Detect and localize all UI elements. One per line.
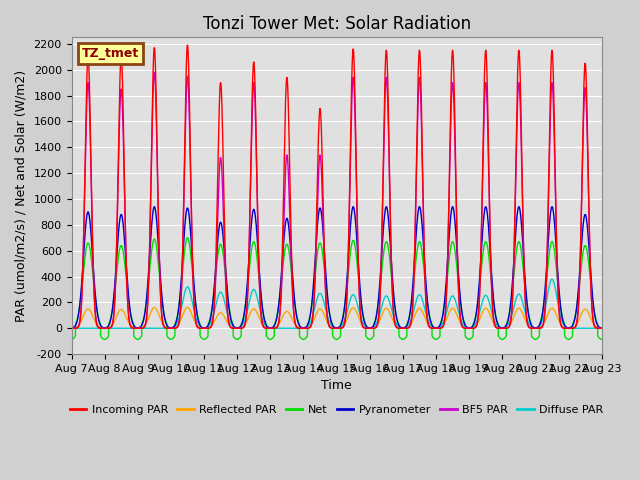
Net xyxy=(68,336,76,342)
Legend: Incoming PAR, Reflected PAR, Net, Pyranometer, BF5 PAR, Diffuse PAR: Incoming PAR, Reflected PAR, Net, Pyrano… xyxy=(65,401,608,420)
Reflected PAR xyxy=(184,304,191,310)
Pyranometer xyxy=(598,325,605,331)
BF5 PAR xyxy=(522,303,529,309)
Net xyxy=(184,235,191,240)
Incoming PAR xyxy=(68,325,76,331)
Pyranometer xyxy=(482,204,490,210)
Reflected PAR xyxy=(200,325,208,331)
Title: Tonzi Tower Met: Solar Radiation: Tonzi Tower Met: Solar Radiation xyxy=(202,15,470,33)
Pyranometer xyxy=(508,285,516,290)
Reflected PAR xyxy=(508,318,516,324)
BF5 PAR xyxy=(508,303,516,309)
Y-axis label: PAR (umol/m2/s) / Net and Solar (W/m2): PAR (umol/m2/s) / Net and Solar (W/m2) xyxy=(15,70,28,322)
Incoming PAR xyxy=(598,325,605,331)
Incoming PAR xyxy=(184,42,191,48)
Diffuse PAR xyxy=(385,296,392,301)
Net xyxy=(356,292,364,298)
Diffuse PAR xyxy=(508,312,516,318)
Incoming PAR xyxy=(522,306,529,312)
Incoming PAR xyxy=(356,309,364,315)
Net xyxy=(482,239,490,245)
Incoming PAR xyxy=(385,122,392,128)
Reflected PAR xyxy=(482,305,490,311)
Reflected PAR xyxy=(385,308,392,313)
Incoming PAR xyxy=(177,289,185,295)
Pyranometer xyxy=(150,204,158,210)
Line: Pyranometer: Pyranometer xyxy=(72,207,602,328)
BF5 PAR xyxy=(150,70,158,75)
Net xyxy=(101,336,109,342)
Reflected PAR xyxy=(177,316,185,322)
Incoming PAR xyxy=(508,306,516,312)
Diffuse PAR xyxy=(68,325,76,331)
Reflected PAR xyxy=(68,325,76,331)
Net xyxy=(522,290,529,296)
BF5 PAR xyxy=(598,325,605,331)
BF5 PAR xyxy=(68,325,76,331)
Diffuse PAR xyxy=(598,325,605,331)
Reflected PAR xyxy=(598,325,605,331)
Diffuse PAR xyxy=(177,305,185,311)
X-axis label: Time: Time xyxy=(321,379,352,392)
Line: Net: Net xyxy=(72,238,602,339)
Line: Reflected PAR: Reflected PAR xyxy=(72,307,602,328)
Text: TZ_tmet: TZ_tmet xyxy=(82,47,140,60)
Diffuse PAR xyxy=(548,276,556,282)
Net xyxy=(508,290,516,296)
Line: Incoming PAR: Incoming PAR xyxy=(72,45,602,328)
Diffuse PAR xyxy=(356,312,364,318)
Reflected PAR xyxy=(356,318,364,324)
BF5 PAR xyxy=(482,81,490,86)
BF5 PAR xyxy=(178,284,186,289)
Pyranometer xyxy=(68,325,76,331)
Pyranometer xyxy=(385,219,392,225)
BF5 PAR xyxy=(356,306,364,312)
Incoming PAR xyxy=(300,325,307,331)
Line: BF5 PAR: BF5 PAR xyxy=(72,72,602,328)
Net xyxy=(178,279,186,285)
Pyranometer xyxy=(522,285,529,290)
BF5 PAR xyxy=(385,137,392,143)
Pyranometer xyxy=(356,288,364,293)
BF5 PAR xyxy=(200,325,208,331)
Line: Diffuse PAR: Diffuse PAR xyxy=(72,279,602,328)
Diffuse PAR xyxy=(522,311,529,316)
Pyranometer xyxy=(200,325,208,331)
Net xyxy=(598,336,605,342)
Pyranometer xyxy=(178,273,186,278)
Net xyxy=(385,248,392,253)
Diffuse PAR xyxy=(482,292,490,298)
Incoming PAR xyxy=(482,48,490,54)
Reflected PAR xyxy=(522,318,529,324)
